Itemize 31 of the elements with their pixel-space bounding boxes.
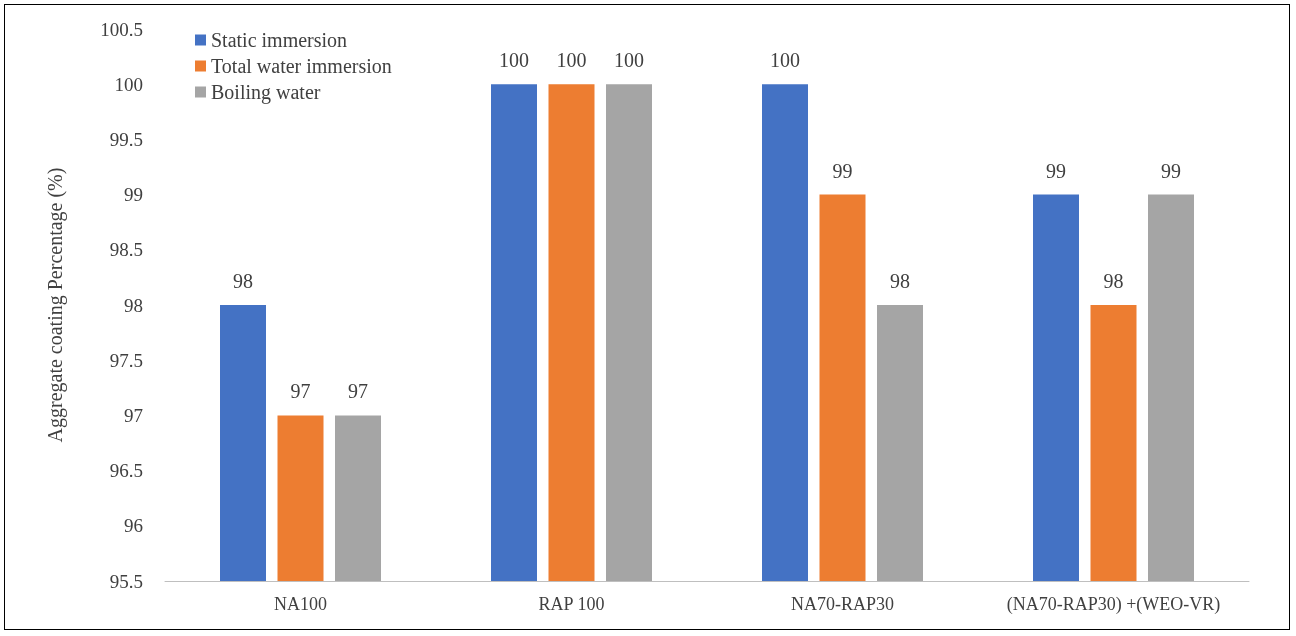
data-label: 99 [1046, 159, 1066, 182]
data-label: 97 [348, 380, 368, 403]
y-tick-label: 100.5 [100, 18, 143, 40]
y-tick-label: 99 [124, 184, 143, 206]
y-tick-label: 97.5 [109, 349, 143, 371]
data-label: 99 [1161, 159, 1181, 182]
y-axis-title: Aggregate coating Percentage (%) [44, 167, 67, 443]
y-tick-label: 95.5 [109, 570, 143, 592]
data-label: 100 [614, 49, 644, 72]
data-label: 97 [290, 380, 311, 403]
legend-label: Static immersion [211, 29, 348, 51]
data-label: 100 [556, 49, 587, 72]
y-tick-label: 96.5 [109, 460, 143, 482]
legend-label: Total water immersion [211, 55, 392, 77]
x-tick-label: NA70-RAP30 [790, 594, 895, 614]
y-tick-label: 100 [114, 73, 143, 95]
data-label: 99 [832, 159, 853, 182]
legend-label: Boiling water [211, 81, 321, 104]
data-label: 100 [770, 49, 800, 72]
y-tick-label: 99.5 [109, 128, 143, 150]
y-tick-label: 98 [124, 294, 143, 316]
data-label: 98 [233, 270, 253, 292]
x-tick-label: RAP 100 [538, 594, 605, 614]
data-label: 100 [499, 49, 529, 72]
x-tick-label: NA100 [274, 594, 327, 614]
data-label: 98 [1103, 270, 1124, 292]
y-tick-label: 96 [124, 515, 143, 537]
y-tick-label: 97 [124, 404, 143, 426]
x-tick-label: (NA70-RAP30) +(WEO-VR) [1006, 594, 1221, 615]
data-label: 98 [890, 270, 910, 292]
y-tick-label: 98.5 [109, 239, 143, 261]
